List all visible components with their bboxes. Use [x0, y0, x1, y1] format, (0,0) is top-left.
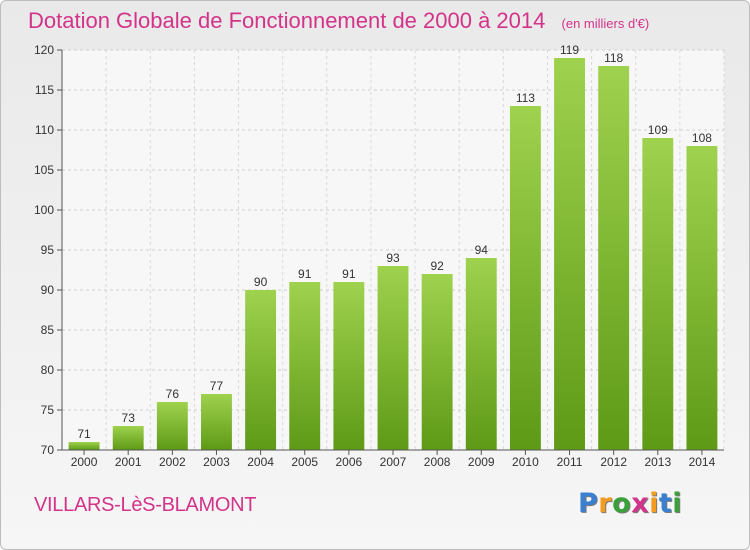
bar-2006: [333, 282, 365, 450]
x-tick-label-2013: 2013: [644, 455, 671, 469]
commune-name: VILLARS-LèS-BLAMONT: [34, 494, 257, 516]
value-label-2009: 94: [475, 243, 489, 257]
bar-2002: [156, 402, 188, 450]
logo-letter: P: [578, 488, 599, 519]
bar-2009: [465, 258, 497, 450]
x-tick-label-2014: 2014: [689, 455, 716, 469]
x-tick-label-2005: 2005: [291, 455, 318, 469]
bar-2011: [554, 58, 585, 450]
logo-letter: r: [598, 488, 613, 519]
value-label-2002: 76: [166, 387, 180, 401]
chart-title: Dotation Globale de Fonctionnement de 20…: [28, 8, 649, 34]
proxiti-logo: Proxiti: [578, 488, 682, 519]
value-label-2006: 91: [342, 267, 356, 281]
value-label-2005: 91: [298, 267, 312, 281]
x-tick-label-2002: 2002: [159, 455, 186, 469]
logo-letter: i: [649, 488, 659, 519]
y-tick-label: 90: [41, 283, 55, 297]
y-tick-label: 100: [34, 203, 54, 217]
x-tick-label-2008: 2008: [424, 455, 451, 469]
chart-unit: (en milliers d'€): [561, 16, 650, 31]
y-tick-label: 105: [34, 163, 54, 177]
y-tick-label: 120: [34, 43, 54, 57]
bar-2014: [686, 146, 718, 450]
logo-letter: i: [672, 488, 683, 519]
bar-2004: [245, 290, 277, 450]
bar-2005: [289, 282, 321, 450]
y-tick-label: 80: [41, 363, 55, 377]
y-tick-label: 85: [41, 323, 55, 337]
value-label-2014: 108: [692, 131, 712, 145]
x-tick-label-2009: 2009: [468, 455, 495, 469]
value-label-2008: 92: [430, 259, 444, 273]
x-tick-label-2001: 2001: [115, 455, 142, 469]
x-tick-label-2004: 2004: [247, 455, 274, 469]
x-tick-label-2003: 2003: [203, 455, 230, 469]
value-label-2007: 93: [386, 251, 400, 265]
bar-2007: [377, 266, 409, 450]
value-label-2004: 90: [254, 275, 268, 289]
value-label-2000: 71: [77, 427, 91, 441]
bar-2012: [598, 66, 630, 450]
bar-2013: [642, 138, 674, 450]
x-tick-label-2007: 2007: [380, 455, 407, 469]
value-label-2010: 113: [516, 91, 535, 105]
logo-letter: t: [658, 488, 673, 519]
logo-letter: o: [612, 488, 632, 519]
chart-title-text: Dotation Globale de Fonctionnement de 20…: [28, 8, 546, 33]
x-tick-label-2011: 2011: [557, 455, 583, 469]
value-label-2003: 77: [210, 379, 224, 393]
labels: 71 73 76 77 90 91 91 93 92 94 113 119 118 109 108: [77, 43, 712, 441]
bars: [68, 58, 718, 450]
bar-2000: [68, 442, 100, 450]
y-tick-label: 95: [41, 243, 55, 257]
bar-2001: [112, 426, 144, 450]
value-label-2012: 118: [604, 51, 623, 65]
y-tick-label: 70: [41, 443, 55, 457]
bar-2003: [201, 394, 232, 450]
bar-2008: [421, 274, 453, 450]
x-tick-label-2012: 2012: [600, 455, 627, 469]
x-tick-label-2010: 2010: [512, 455, 539, 469]
bar-2010: [509, 106, 541, 450]
value-label-2001: 73: [122, 411, 136, 425]
value-label-2011: 119: [560, 43, 579, 57]
y-tick-label: 110: [35, 123, 54, 137]
x-tick-label-2006: 2006: [336, 455, 363, 469]
y-tick-label: 115: [35, 83, 54, 97]
axes: 70 75 80 85 90 95 100 105 110 115 120 2000 2001 2002 2…: [34, 43, 724, 469]
logo-letter: x: [631, 488, 650, 519]
y-tick-label: 75: [41, 403, 55, 417]
value-label-2013: 109: [648, 123, 668, 137]
x-tick-label-2000: 2000: [71, 455, 98, 469]
